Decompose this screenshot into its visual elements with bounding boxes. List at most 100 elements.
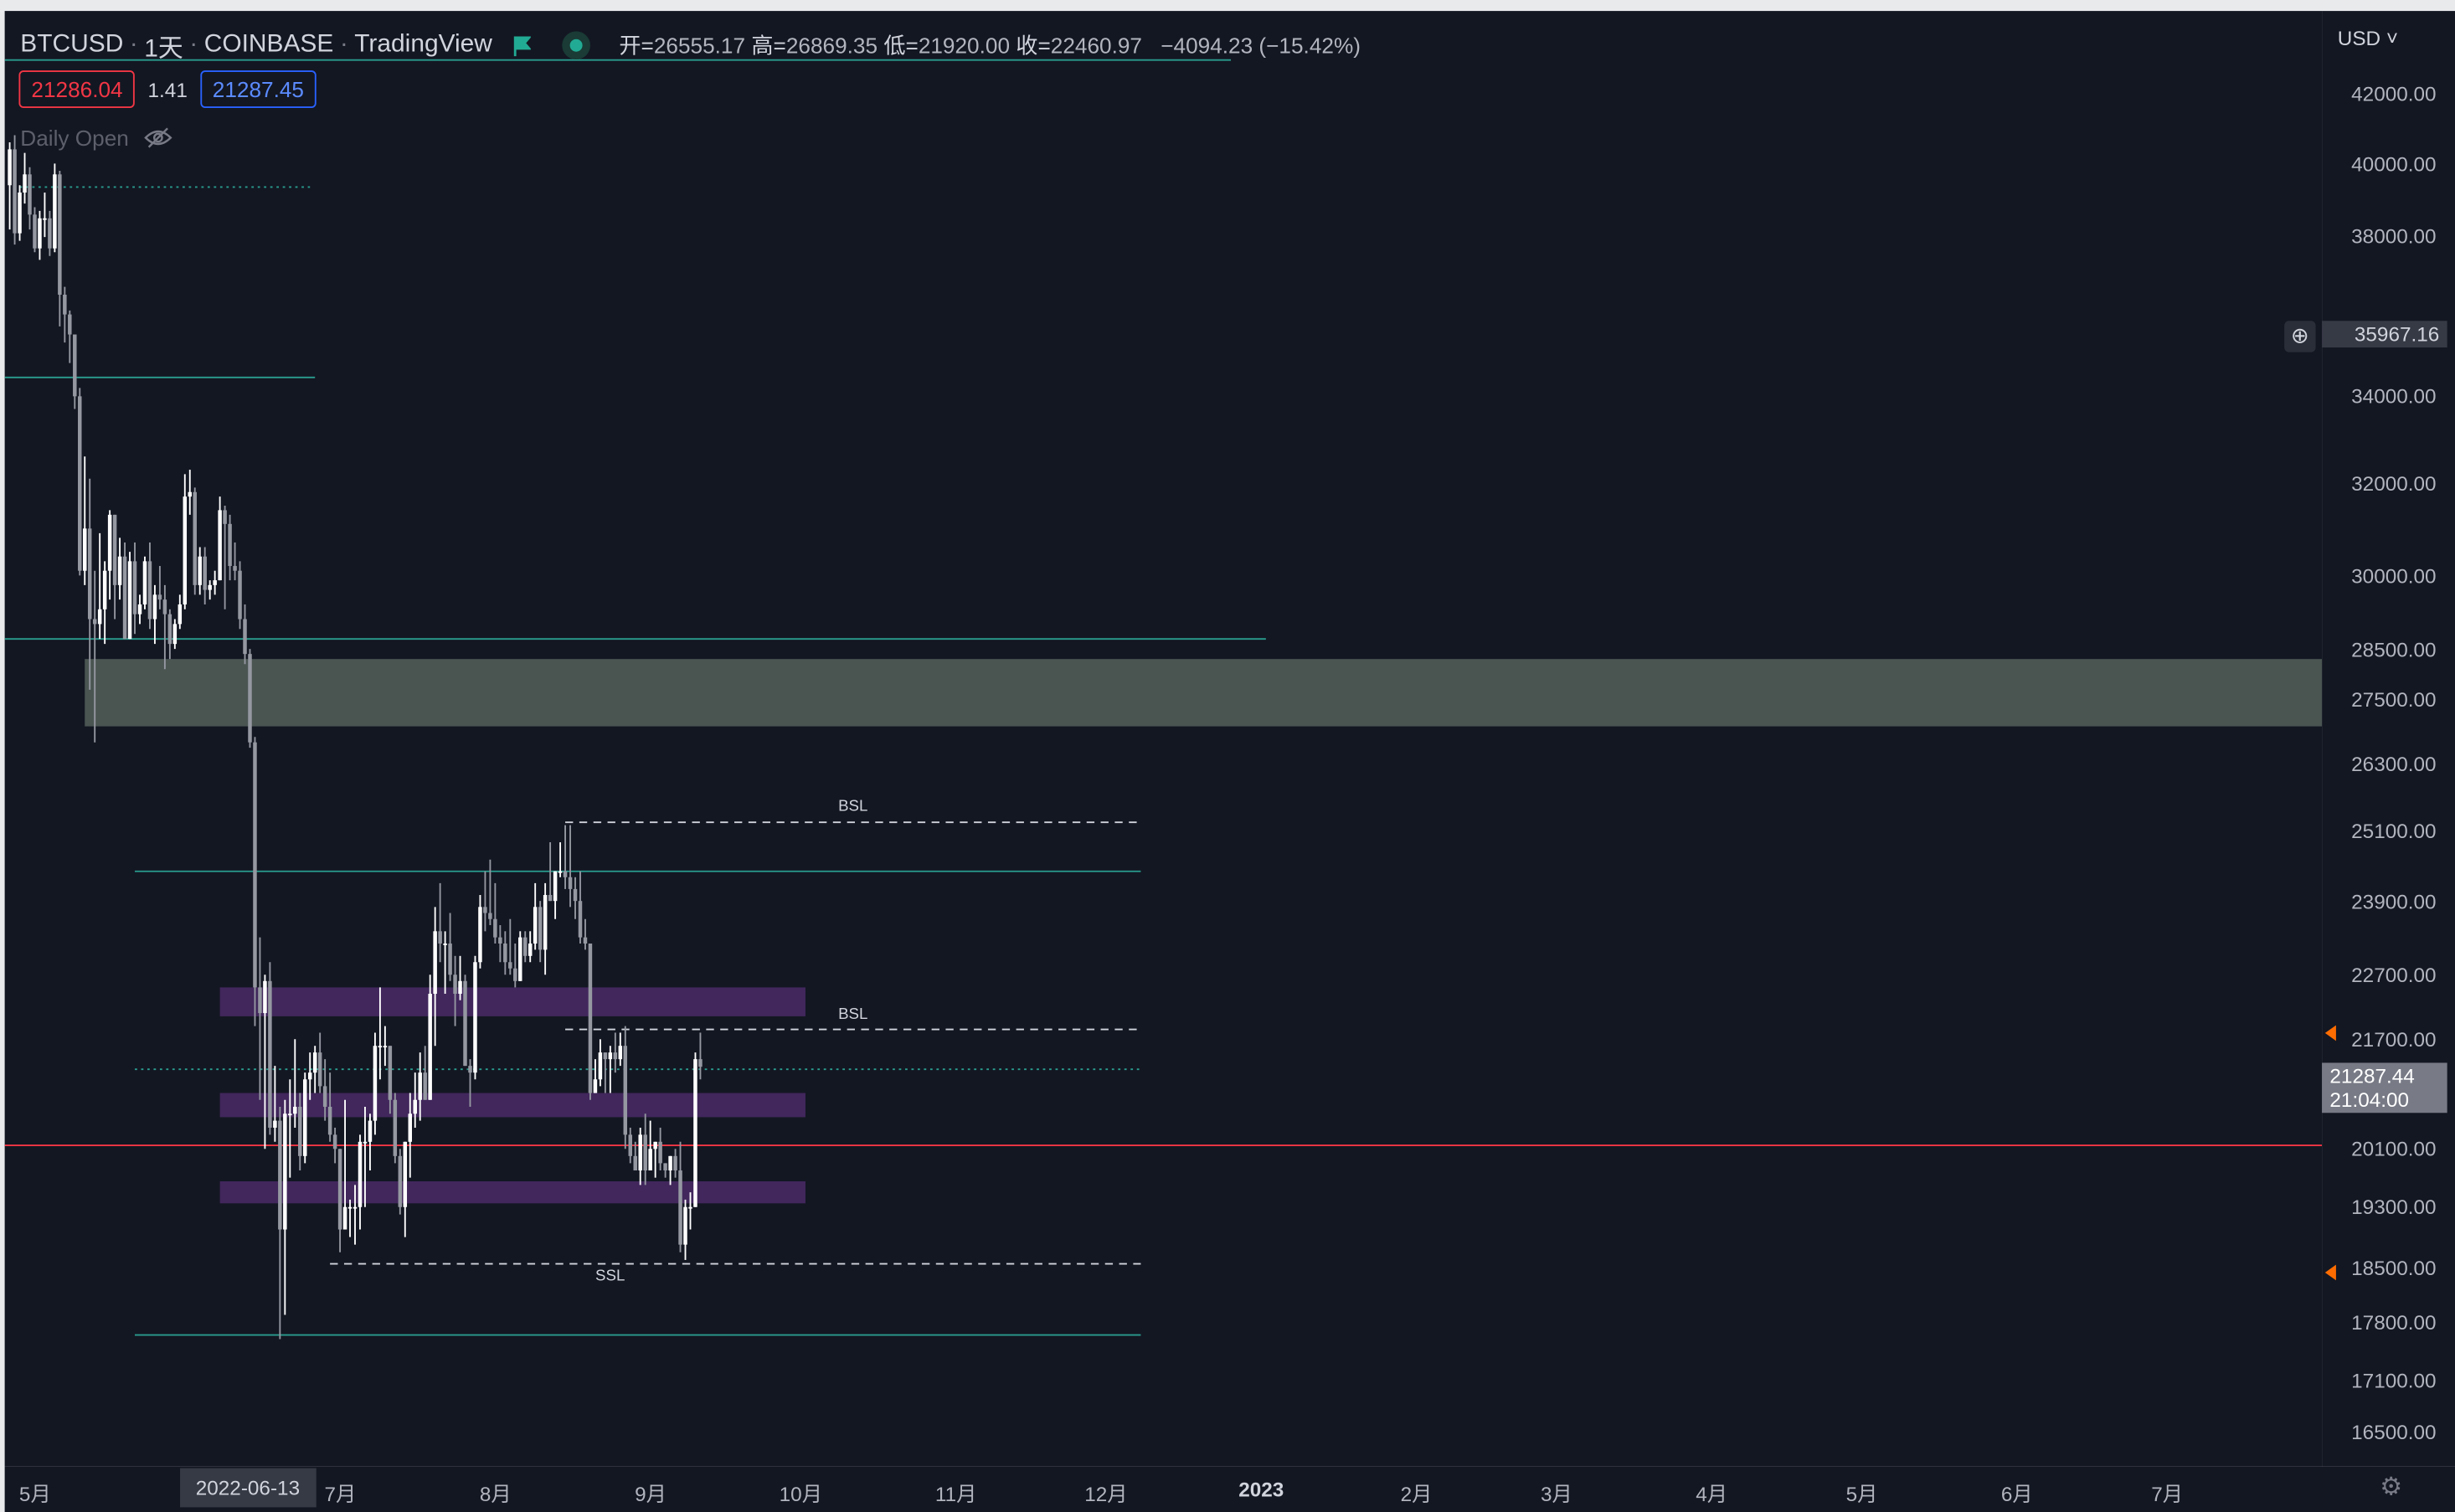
indicator-legend[interactable]: Daily Open — [20, 125, 173, 151]
symbol-ticker[interactable]: BTCUSD — [20, 31, 124, 59]
chart-pane[interactable]: BTCUSD · 1天 · COINBASE · TradingView 开=2… — [4, 11, 2323, 1467]
candle-body — [13, 149, 17, 234]
candle-body — [428, 994, 432, 1100]
candle-body — [533, 907, 538, 944]
candle-body — [273, 1120, 277, 1128]
candle-body — [518, 937, 522, 981]
time-tick-label: 2023 — [1238, 1477, 1284, 1501]
candle-body — [68, 314, 72, 335]
candle-body — [137, 604, 142, 615]
candle-body — [258, 987, 262, 1014]
symbol-legend[interactable]: BTCUSD · 1天 · COINBASE · TradingView 开=2… — [20, 27, 1361, 64]
candle-body — [408, 1113, 413, 1142]
candle-body — [568, 877, 573, 889]
market-status-icon[interactable] — [563, 31, 591, 60]
candle-body — [668, 1155, 672, 1171]
candle-body — [403, 1141, 408, 1207]
candle-body — [503, 943, 507, 963]
flag-icon[interactable] — [514, 35, 532, 56]
candle-body — [658, 1141, 662, 1164]
time-axis[interactable]: 5月 7月 8月 9月 10月 11月 12月 2023 2月 3月 4月 5月 6月 7月 2022-0… — [4, 1466, 2455, 1512]
candle-body — [327, 1106, 332, 1135]
candle-body — [438, 931, 442, 944]
candle-body — [522, 937, 528, 956]
candle-body — [688, 1206, 692, 1209]
buy-button[interactable]: 21287.45 — [199, 70, 317, 109]
sell-button[interactable]: 21286.04 — [18, 70, 136, 109]
crosshair-date-tag: 2022-06-13 — [180, 1468, 316, 1508]
candle-body — [127, 561, 132, 640]
crosshair-price-tag: ⊕ 35967.16 — [2284, 321, 2447, 352]
candle-body — [298, 1106, 302, 1156]
price-tick-label: 38000.00 — [2351, 225, 2437, 249]
candle-body — [398, 1155, 403, 1207]
candle-body — [653, 1141, 657, 1149]
symbol-exchange: COINBASE — [203, 31, 334, 59]
candle-body — [508, 962, 512, 969]
candle-body — [578, 901, 583, 938]
candle-body — [167, 614, 172, 645]
purple-zone — [219, 1093, 805, 1118]
low-value: 21920.00 — [918, 33, 1011, 59]
candle-body — [373, 1046, 378, 1121]
price-tick-label: 21700.00 — [2351, 1027, 2437, 1052]
time-tick-label: 7月 — [2151, 1482, 2184, 1506]
price-tick-label: 25100.00 — [2351, 819, 2437, 843]
candle-body — [213, 580, 217, 585]
currency-label[interactable]: USD — [2337, 26, 2381, 50]
candle-body — [248, 654, 252, 743]
candle-body — [73, 334, 77, 397]
candle-body — [433, 931, 437, 995]
currency-selector[interactable]: USD ˅ — [2337, 26, 2399, 50]
last-price-tag: 21287.44 21:04:00 — [2322, 1062, 2447, 1113]
candle-body — [638, 1134, 642, 1171]
candle-body — [363, 1141, 368, 1144]
candle-body — [322, 1086, 327, 1107]
time-tick-label: 10月 — [779, 1482, 823, 1506]
candle-body — [463, 980, 467, 1067]
candle-body — [312, 1052, 317, 1073]
time-tick-label: 5月 — [18, 1482, 51, 1506]
candle-body — [538, 907, 543, 950]
candle-body — [678, 1170, 682, 1245]
price-tick-label: 18500.00 — [2351, 1256, 2437, 1280]
add-plus-icon[interactable]: ⊕ — [2284, 321, 2316, 352]
candle-body — [483, 907, 487, 913]
candle-body — [183, 496, 188, 604]
eye-crossed-icon[interactable] — [144, 126, 173, 148]
price-tick-label: 19300.00 — [2351, 1195, 2437, 1219]
candle-body — [613, 1052, 618, 1060]
candlestick-chart[interactable] — [4, 11, 2323, 1467]
candle-body — [332, 1134, 337, 1149]
candle-body — [38, 218, 42, 249]
candle-body — [283, 1113, 287, 1230]
window-top-edge — [0, 0, 2455, 12]
bar-countdown: 21:04:00 — [2329, 1088, 2410, 1112]
candle-body — [43, 218, 47, 220]
time-tick-label: 3月 — [1540, 1482, 1572, 1506]
purple-zone — [219, 1181, 805, 1204]
price-tick-label: 28500.00 — [2351, 637, 2437, 661]
candle-body — [528, 943, 533, 956]
symbol-interval[interactable]: 1天 — [144, 36, 183, 63]
time-tick-label: 5月 — [1845, 1482, 1878, 1506]
indicator-name[interactable]: Daily Open — [20, 125, 129, 151]
candle-body — [233, 566, 237, 571]
window-left-edge — [0, 11, 5, 1512]
candle-body — [623, 1046, 628, 1135]
candle-body — [693, 1059, 697, 1207]
legend-separator: · — [339, 31, 348, 59]
candle-body — [413, 1099, 417, 1114]
price-tick-label: 34000.00 — [2351, 384, 2437, 409]
quote-panel: 21286.04 1.41 21287.45 — [18, 70, 317, 109]
candle-body — [18, 192, 22, 234]
gear-icon[interactable]: ⚙ — [2380, 1474, 2403, 1501]
candle-body — [48, 218, 52, 249]
candle-body — [633, 1155, 637, 1171]
candle-body — [663, 1163, 667, 1171]
price-axis[interactable]: USD ˅ 42000.00 40000.00 38000.00 34000.00 32… — [2284, 11, 2455, 1467]
candle-body — [238, 570, 242, 620]
candle-body — [152, 594, 157, 620]
high-label: 高= — [751, 33, 786, 59]
price-tick-label: 16500.00 — [2351, 1419, 2437, 1443]
